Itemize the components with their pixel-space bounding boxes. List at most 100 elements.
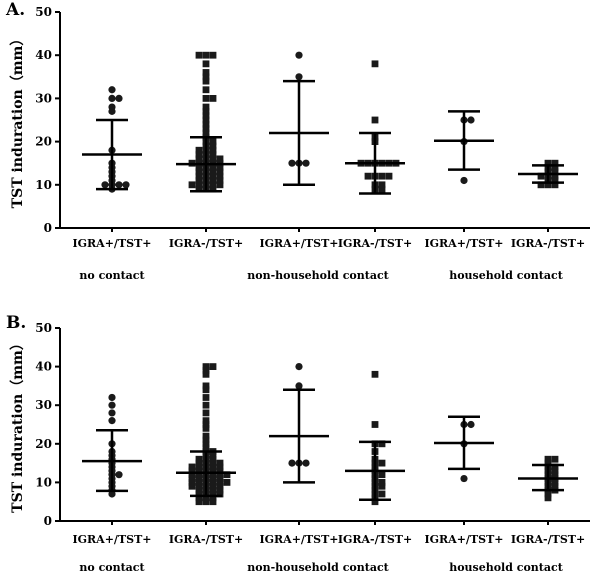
panel-b-y-ticks: 0 10 20 30 40 50	[35, 321, 60, 528]
panel-a-point-square	[209, 138, 217, 145]
panel-a-y-ticks: 0 10 20 30 40 50	[35, 5, 60, 235]
panel-b-point-square	[371, 498, 379, 506]
panel-a-point-square	[371, 60, 379, 68]
panel-a-point-square	[202, 77, 210, 85]
panel-a-y-tick-label: 50	[35, 5, 52, 19]
panel-a-category-label: IGRA+/TST+	[425, 237, 504, 250]
panel-b-categories: IGRA+/TST+ IGRA-/TST+ IGRA+/TST+ IGRA-/TST+…	[73, 521, 585, 546]
panel-b-category-label: IGRA+/TST+	[73, 533, 152, 546]
panel-b-point-square	[188, 467, 196, 475]
panel-a-category-label: IGRA-/TST+	[169, 237, 243, 250]
panel-a-point-circle	[108, 86, 116, 94]
panel-b-point-square	[544, 459, 552, 467]
panel-a-point-circle	[108, 107, 116, 115]
panel-a-point-square	[551, 172, 559, 180]
panel-b-point-square	[202, 436, 210, 444]
panel-b-point-square	[195, 498, 203, 506]
panel-b-point-square	[195, 486, 203, 494]
panel-a-point-square	[195, 151, 203, 158]
panel-b-point-square	[202, 421, 210, 428]
panel-b-point-square	[202, 401, 210, 409]
panel-a-point-circle	[460, 176, 468, 185]
panel-a-group-label: no contact	[79, 269, 145, 282]
panel-b-point-square	[551, 467, 559, 475]
panel-a-points	[101, 51, 559, 193]
panel-a-point-square	[216, 177, 224, 184]
panel-b-y-tick-label: 40	[35, 360, 52, 374]
panel-a-point-square	[195, 181, 203, 189]
panel-b-point-square	[209, 479, 217, 486]
panel-b-point-square	[216, 467, 224, 475]
panel-a-category-label: IGRA+/TST+	[260, 237, 339, 250]
panel-b-point-square	[209, 486, 217, 494]
panel-a-point-square	[209, 95, 217, 102]
panel-a-point-square	[216, 164, 224, 171]
panel-b-point-square	[188, 482, 196, 490]
panel-a-point-circle	[288, 159, 296, 167]
panel-a-point-square	[216, 172, 224, 180]
panel-a-point-square	[551, 159, 559, 167]
panel-b-point-square	[209, 498, 217, 506]
panel-b-category-label: IGRA+/TST+	[260, 533, 339, 546]
panel-b-axes	[59, 328, 590, 522]
panel-a-point-square	[378, 172, 386, 180]
panel-b-point-circle	[460, 474, 468, 483]
panel-b-point-circle	[115, 471, 123, 479]
panel-a-point-square	[537, 181, 545, 189]
panel-a-point-square	[195, 155, 203, 163]
panel-b-point-square	[551, 455, 559, 463]
panel-b-point-square	[551, 471, 559, 479]
panel-b-point-square	[202, 367, 210, 374]
panel-a-point-square	[209, 168, 217, 176]
panel-b-point-circle	[108, 393, 116, 402]
panel-b-point-circle	[288, 459, 296, 467]
panel-b-point-square	[551, 482, 559, 490]
panel-a-point-circle	[115, 94, 123, 102]
panel-a-point-square	[202, 112, 210, 120]
panel-b-category-label: IGRA-/TST+	[511, 533, 585, 546]
panel-a-label: A.	[5, 0, 25, 20]
panel-b-category-label: IGRA-/TST+	[169, 533, 243, 546]
panel-a-y-axis-label: TST induration（mm）	[10, 32, 26, 209]
panel-b-point-square	[378, 459, 386, 467]
panel-b-point-square	[209, 459, 217, 467]
panel-a-y-tick-label: 40	[35, 48, 52, 62]
panel-b-group-label: household contact	[449, 561, 563, 574]
panel-b-point-square	[209, 494, 217, 502]
panel-b-point-square	[378, 471, 386, 479]
panel-a-y-tick-label: 10	[35, 178, 52, 192]
panel-a-point-square	[202, 51, 210, 59]
panel-b-y-tick-label: 0	[44, 514, 52, 528]
panel-b-point-circle	[108, 417, 116, 425]
panel-a-point-square	[551, 164, 559, 171]
panel-a-point-circle	[108, 94, 116, 102]
panel-b-point-square	[216, 490, 224, 498]
panel-b-point-square	[195, 463, 203, 471]
panel-b-point-square	[195, 482, 203, 490]
panel-b-points	[108, 363, 559, 506]
panel-b-point-circle	[108, 409, 116, 417]
panel-a-point-square	[216, 181, 224, 189]
panel-b-point-square	[209, 455, 217, 463]
panel-a-point-square	[195, 164, 203, 171]
panel-a-group-label: non-household contact	[247, 269, 389, 282]
panel-b-groups: no contact non-household contact household…	[79, 561, 563, 574]
panel-b-point-square	[223, 471, 231, 479]
panel-a-point-square	[216, 168, 224, 176]
panel-a-point-square	[195, 177, 203, 184]
panel-b-point-square	[195, 467, 203, 475]
panel-b-point-square	[202, 370, 210, 378]
panel-b-point-square	[223, 479, 231, 486]
panel-b-point-square	[216, 486, 224, 494]
panel-a-point-square	[202, 69, 210, 76]
panel-a-point-square	[385, 172, 393, 180]
panel-a-point-square	[209, 155, 217, 163]
panel-a-point-square	[209, 172, 217, 180]
panel-b-point-square	[551, 479, 559, 486]
panel-a-point-square	[202, 125, 210, 133]
panel-b-point-square	[216, 471, 224, 479]
panel-b-group-label: non-household contact	[247, 561, 389, 574]
panel-b-point-square	[216, 459, 224, 467]
panel-a-point-square	[544, 159, 552, 167]
